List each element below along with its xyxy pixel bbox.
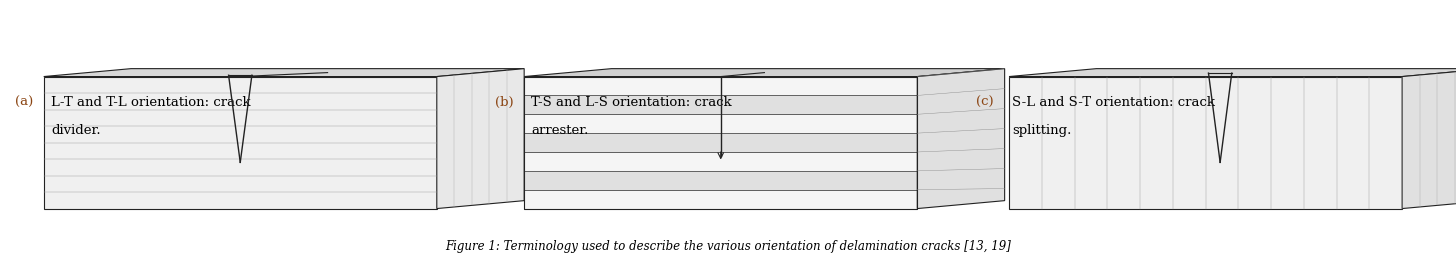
Polygon shape [1009,77,1402,209]
Polygon shape [44,69,524,77]
Polygon shape [437,69,524,209]
Text: (b): (b) [495,96,514,109]
Polygon shape [524,69,1005,77]
Polygon shape [1402,69,1456,209]
Polygon shape [1009,69,1456,77]
Text: Figure 1: Terminology used to describe the various orientation of delamination c: Figure 1: Terminology used to describe t… [446,241,1010,253]
Text: L-T and T-L orientation: crack: L-T and T-L orientation: crack [51,96,250,109]
Text: splitting.: splitting. [1012,124,1072,137]
Polygon shape [524,133,917,152]
Polygon shape [524,95,917,114]
Polygon shape [917,69,1005,209]
Polygon shape [524,171,917,190]
Text: (c): (c) [976,96,993,109]
Polygon shape [524,114,917,133]
Polygon shape [44,77,437,209]
Text: S-L and S-T orientation: crack: S-L and S-T orientation: crack [1012,96,1214,109]
Polygon shape [524,152,917,171]
Polygon shape [524,77,917,95]
Text: arrester.: arrester. [531,124,588,137]
Text: T-S and L-S orientation: crack: T-S and L-S orientation: crack [531,96,732,109]
Text: divider.: divider. [51,124,100,137]
Polygon shape [524,190,917,209]
Text: (a): (a) [15,96,33,109]
